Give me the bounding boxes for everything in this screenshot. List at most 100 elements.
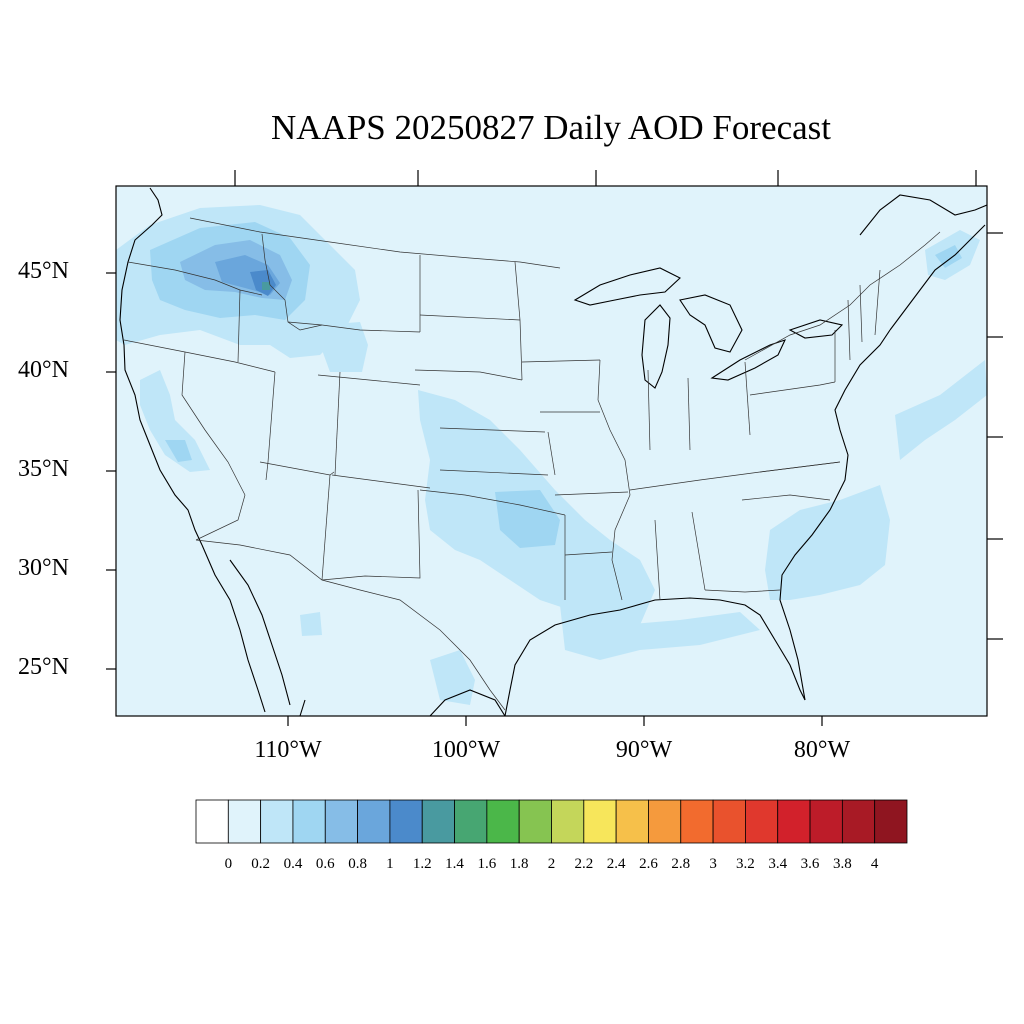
lon-label-100w: 100°W (431, 737, 501, 763)
lake-michigan (641, 304, 671, 389)
colorbar-label: 1.4 (445, 856, 464, 872)
colorbar-label: 3.8 (832, 856, 852, 872)
us-mexico-border (195, 539, 506, 711)
aod-plume-california (140, 370, 210, 472)
us-canada-border-east (744, 231, 941, 361)
colorbar-swatch (195, 799, 229, 844)
lake-erie (710, 339, 787, 381)
map-ticks (106, 170, 1003, 726)
colorbar-swatch (551, 799, 585, 844)
colorbar-swatch (486, 799, 520, 844)
ga-fl-border (704, 589, 781, 593)
ca-nv-border (181, 351, 246, 496)
lon-label-90w: 90°W (615, 737, 673, 763)
colorbar-swatch (874, 799, 908, 844)
lat-label-40: 40°N (18, 357, 69, 383)
lon-label-110w: 110°W (254, 737, 322, 763)
mo-ar-border (554, 491, 629, 496)
colorbar-label: 0.4 (283, 856, 303, 872)
colorbar-swatch (680, 799, 714, 844)
ok-tx-border (419, 489, 566, 516)
colorbar-label: 3.4 (768, 856, 788, 872)
colorbar-label: 0.2 (251, 856, 270, 872)
coastlines (119, 187, 987, 716)
colorbar-label: 4 (870, 856, 879, 872)
il-in-border (647, 369, 651, 451)
canada-east-coastline (859, 194, 987, 236)
ms-al-border (654, 519, 661, 601)
sc-nc-border (741, 494, 831, 501)
colorbar-swatch (583, 799, 617, 844)
lake-ontario (788, 319, 844, 339)
colorbar-swatch (421, 799, 455, 844)
aod-plume-wyoming (322, 322, 368, 372)
colorbar-label: 0.8 (348, 856, 367, 872)
nd-sd-border (419, 314, 521, 321)
pa-ny-border (749, 381, 836, 396)
colorbar-label: 3.2 (736, 856, 755, 872)
colorbar-label: 1 (386, 856, 394, 872)
or-ca-nv-border (123, 339, 276, 373)
colorbar-swatch (292, 799, 326, 844)
colorbar-label: 0.6 (315, 856, 335, 872)
nv-ut-border (265, 371, 276, 481)
colorbar-swatch (777, 799, 811, 844)
ms-river (597, 359, 631, 601)
colorbar-swatch (809, 799, 843, 844)
wa-or-border (127, 261, 263, 296)
mexico-gulf-coastline (429, 689, 506, 716)
state-boundaries (123, 217, 941, 711)
mt-wy-border (287, 321, 421, 333)
florida-east-coast (779, 329, 891, 701)
aod-plume-gulf (560, 605, 760, 660)
lat-label-30: 30°N (18, 555, 69, 581)
colorbar-label: 0 (224, 856, 233, 872)
colorbar-label: 2.2 (574, 856, 594, 872)
gulf-of-california (229, 559, 291, 706)
colorbar-swatch (357, 799, 391, 844)
colorbar-swatch (260, 799, 294, 844)
colorbar-label: 2.6 (639, 856, 658, 872)
great-lakes (573, 267, 844, 389)
ne-ks-border (439, 427, 546, 433)
aod-peak-cell (262, 282, 270, 290)
aod-plume-mexico (430, 650, 475, 705)
oh-pa-border (744, 361, 751, 436)
colorbar-swatch (712, 799, 746, 844)
mn-border (514, 261, 523, 381)
colorbar-swatch (518, 799, 552, 844)
aod-plume-oklahoma-core (495, 490, 560, 548)
ca-az-border (195, 494, 246, 541)
map-frame (115, 185, 988, 717)
aod-plume-california-core (165, 440, 192, 462)
new-england-borders (834, 269, 881, 382)
gulf-coastline (504, 597, 806, 716)
aod-plume-atlantic (895, 360, 987, 460)
nm-tx-border (321, 489, 421, 581)
aod-plume-southeast (765, 485, 890, 600)
colorbar-swatch (841, 799, 876, 844)
aod-plume-maine-core (935, 245, 962, 268)
ia-mn-border (521, 359, 601, 363)
pacific-coastline (119, 187, 203, 546)
lon-label-80w: 80°W (793, 737, 851, 763)
id-mt-border (261, 233, 323, 331)
colorbar-swatch (615, 799, 649, 844)
colorbar-swatch (648, 799, 682, 844)
lat-label-25: 25°N (18, 654, 69, 680)
page-title: NAAPS 20250827 Daily AOD Forecast (271, 108, 831, 147)
lake-huron (679, 294, 743, 353)
us-canada-border (189, 217, 561, 269)
colorbar-swatch (454, 799, 488, 844)
colorbar-swatch (227, 799, 262, 844)
aod-plume-mexico-small (300, 612, 322, 636)
colorbar-label: 1.6 (477, 856, 497, 872)
in-oh-border (687, 377, 691, 451)
colorbar-label: 1.8 (509, 856, 529, 872)
va-nc-border (759, 461, 841, 473)
ar-la-border (564, 551, 613, 556)
new-england-coastline (889, 224, 986, 331)
ks-ok-border (439, 469, 549, 476)
lake-superior (573, 267, 681, 306)
wy-co-border (317, 374, 421, 386)
